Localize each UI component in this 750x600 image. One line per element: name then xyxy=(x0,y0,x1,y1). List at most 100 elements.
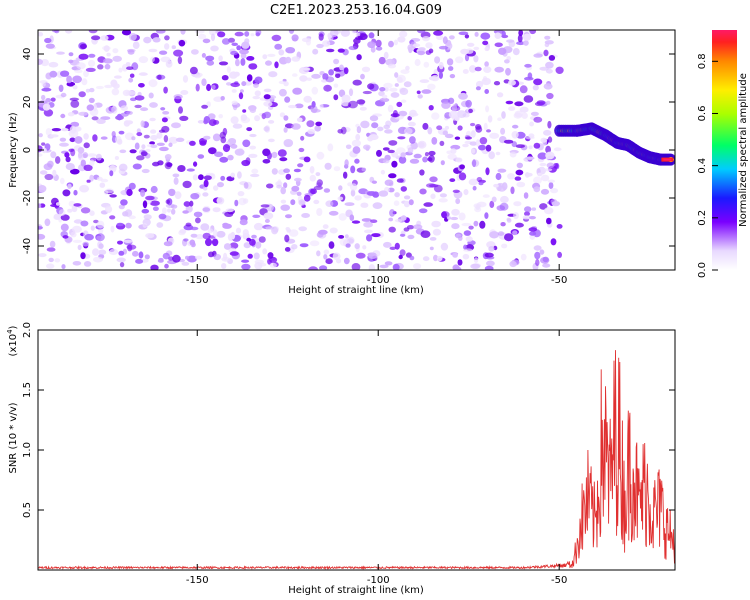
y-tick-label: 20 xyxy=(22,96,33,109)
noise-cell xyxy=(180,30,186,35)
noise-cell xyxy=(100,178,109,183)
noise-cell xyxy=(551,201,560,207)
noise-cell xyxy=(389,209,396,217)
noise-cell xyxy=(55,156,61,164)
noise-cell xyxy=(234,31,244,37)
noise-cell xyxy=(258,262,267,267)
noise-cell xyxy=(195,255,203,260)
noise-cell xyxy=(397,136,406,140)
noise-cell xyxy=(284,247,291,252)
noise-cell xyxy=(109,194,117,198)
noise-cell xyxy=(413,263,422,270)
snr-series-line xyxy=(38,350,675,570)
noise-cell xyxy=(178,39,186,47)
noise-cell xyxy=(465,136,472,140)
x-tick-label: -100 xyxy=(367,575,390,586)
noise-cell xyxy=(500,127,506,135)
noise-cell xyxy=(344,234,349,239)
noise-cell xyxy=(394,192,400,198)
noise-cell xyxy=(67,183,72,189)
noise-cell xyxy=(190,193,200,200)
noise-cell xyxy=(497,168,507,173)
noise-cell xyxy=(424,152,429,157)
noise-cell xyxy=(400,186,407,192)
noise-cell xyxy=(268,71,278,78)
noise-cell xyxy=(343,257,350,265)
noise-cell xyxy=(80,159,87,167)
noise-cell xyxy=(544,168,553,172)
noise-cell xyxy=(109,170,114,177)
noise-cell xyxy=(71,205,78,213)
noise-cell xyxy=(397,36,406,43)
noise-cell xyxy=(533,176,542,185)
noise-cell xyxy=(441,101,451,109)
noise-cell xyxy=(325,200,334,207)
noise-cell xyxy=(351,220,361,224)
spectrogram-panel: -150 -100 -50 -40 -20 0 20 40 Height of straig… xyxy=(8,29,676,296)
noise-cell xyxy=(45,127,52,136)
noise-cell xyxy=(485,167,490,176)
noise-cell xyxy=(235,58,240,67)
noise-cell xyxy=(375,46,383,51)
noise-cell xyxy=(388,40,394,48)
noise-cell xyxy=(126,188,133,197)
noise-cell xyxy=(401,99,407,103)
noise-cell xyxy=(125,222,132,229)
noise-cell xyxy=(168,142,173,147)
noise-cell xyxy=(221,75,229,81)
noise-cell xyxy=(388,226,396,233)
noise-cell xyxy=(529,231,537,236)
noise-cell xyxy=(138,83,145,88)
noise-cell xyxy=(307,129,316,135)
noise-cell xyxy=(88,30,98,34)
noise-cell xyxy=(255,32,261,37)
noise-cell xyxy=(543,83,553,90)
noise-cell xyxy=(73,219,83,224)
noise-cell xyxy=(500,195,509,204)
noise-cell xyxy=(547,120,552,129)
noise-cell xyxy=(285,47,296,54)
noise-cell xyxy=(400,69,410,74)
noise-cell xyxy=(525,136,535,140)
noise-cell xyxy=(319,104,324,109)
noise-cell xyxy=(387,149,395,154)
spectrogram-x-axis-label: Height of straight line (km) xyxy=(288,285,424,296)
noise-cell xyxy=(132,163,142,170)
noise-cell xyxy=(545,100,551,105)
noise-cell xyxy=(419,169,425,176)
noise-cell xyxy=(118,250,125,256)
noise-cell xyxy=(465,99,472,108)
noise-cell xyxy=(525,156,535,160)
noise-cell xyxy=(65,163,75,171)
noise-cell xyxy=(529,121,534,127)
snr-y-exponent: (x104) xyxy=(6,325,19,356)
noise-cell xyxy=(145,233,155,239)
noise-cell xyxy=(230,50,239,56)
noise-cell xyxy=(309,166,315,174)
noise-cell xyxy=(532,85,539,91)
noise-cell xyxy=(323,188,331,193)
noise-cell xyxy=(410,113,415,118)
noise-cell xyxy=(114,135,122,144)
noise-cell xyxy=(231,89,237,93)
noise-cell xyxy=(203,175,212,181)
noise-cell xyxy=(264,219,270,223)
noise-cell xyxy=(345,243,351,248)
noise-cell xyxy=(429,176,438,183)
noise-cell xyxy=(387,63,396,69)
noise-cell xyxy=(79,184,90,193)
noise-cell xyxy=(88,53,96,58)
noise-cell xyxy=(211,238,219,247)
spectrogram-y-ticks: -40 -20 0 20 40 xyxy=(22,48,675,254)
noise-cell xyxy=(105,106,115,114)
noise-cell xyxy=(425,50,432,55)
noise-cell xyxy=(535,258,540,267)
noise-cell xyxy=(248,153,258,158)
noise-cell xyxy=(381,94,388,99)
noise-cell xyxy=(218,55,223,62)
noise-cell xyxy=(182,75,189,83)
noise-cell xyxy=(171,208,176,215)
noise-cell xyxy=(515,169,524,176)
noise-cell xyxy=(497,231,505,236)
noise-cell xyxy=(362,90,372,95)
